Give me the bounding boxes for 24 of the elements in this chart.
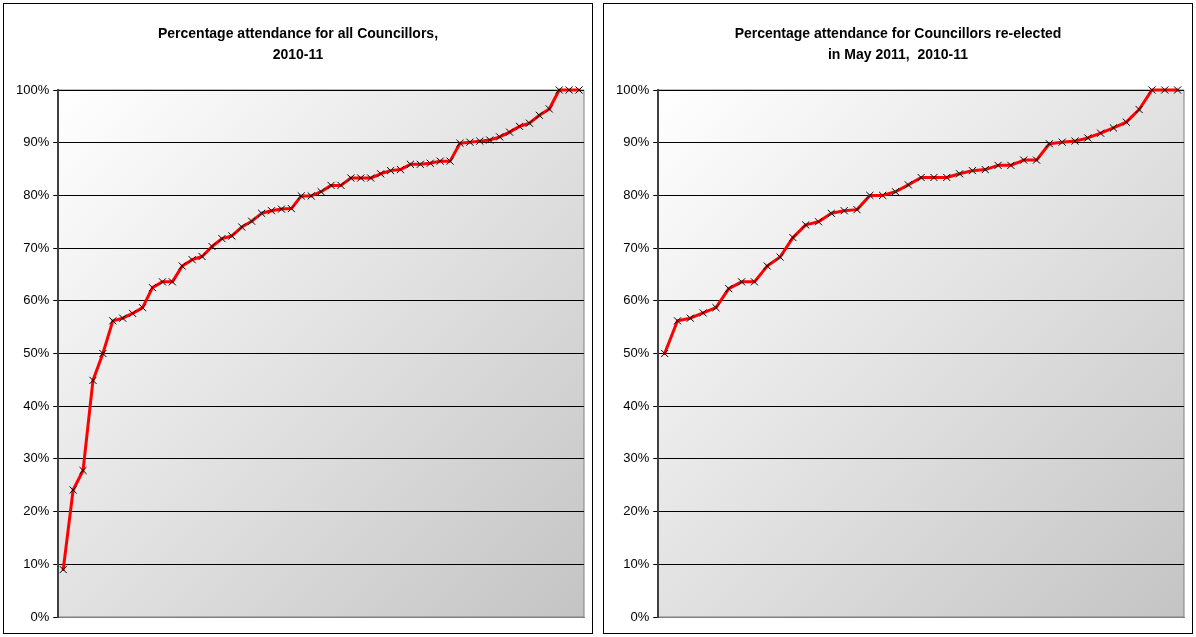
y-tick-label: 80% bbox=[623, 186, 650, 202]
y-tick-label: 20% bbox=[623, 503, 650, 519]
y-tick-label: 100% bbox=[16, 81, 50, 97]
y-tick-label: 20% bbox=[23, 503, 50, 519]
y-tick-label: 30% bbox=[623, 450, 650, 466]
chart-title: Percentage attendance for all Councillors, 2010-11 bbox=[157, 25, 439, 63]
y-tick-label: 10% bbox=[23, 555, 50, 571]
chart-title: Percentage attendance for Councillors re-elected in May 2011, 2010-11 bbox=[734, 25, 1062, 63]
y-tick-label: 40% bbox=[23, 397, 50, 413]
y-tick-label: 90% bbox=[623, 134, 650, 150]
y-tick-label: 70% bbox=[23, 239, 50, 255]
y-tick-label: 0% bbox=[630, 608, 650, 624]
y-tick-label: 90% bbox=[23, 134, 50, 150]
y-tick-label: 0% bbox=[30, 608, 50, 624]
y-tick-label: 60% bbox=[23, 292, 50, 308]
y-tick-label: 40% bbox=[623, 397, 650, 413]
y-tick-label: 100% bbox=[616, 81, 650, 97]
y-tick-label: 30% bbox=[23, 450, 50, 466]
y-tick-label: 50% bbox=[623, 345, 650, 361]
y-tick-label: 80% bbox=[23, 186, 50, 202]
y-tick-label: 60% bbox=[623, 292, 650, 308]
y-tick-label: 50% bbox=[23, 345, 50, 361]
y-tick-label: 70% bbox=[623, 239, 650, 255]
y-tick-label: 10% bbox=[623, 555, 650, 571]
